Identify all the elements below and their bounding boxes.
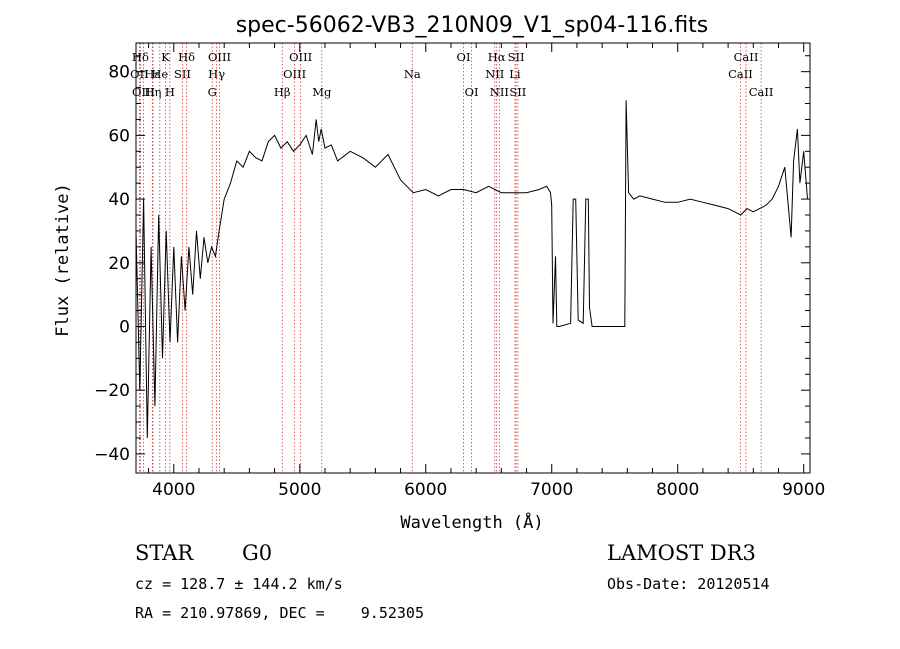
x-axis-label: Wavelength (Å) bbox=[400, 511, 543, 533]
line-id-label: CaII bbox=[734, 50, 759, 64]
y-axis: −40 −20 0 20 40 60 80 bbox=[94, 55, 810, 465]
line-id-label: SII bbox=[174, 67, 191, 81]
line-id-label: Hβ bbox=[274, 85, 291, 99]
line-id-label: Hε bbox=[144, 67, 160, 81]
y-tick-label: 0 bbox=[119, 317, 130, 337]
line-id-label: H bbox=[165, 85, 175, 99]
redshift-cz: cz = 128.7 ± 144.2 km/s bbox=[135, 575, 343, 593]
line-id-label: Hδ bbox=[132, 50, 149, 64]
x-axis: 4000 5000 6000 7000 8000 9000 bbox=[148, 43, 825, 500]
line-id-label: NII bbox=[490, 85, 509, 99]
line-id-label: OI bbox=[457, 50, 471, 64]
line-id-label: OIII bbox=[289, 50, 312, 64]
line-id-label: G bbox=[208, 85, 217, 99]
y-tick-label: −40 bbox=[94, 445, 130, 465]
y-tick-label: 80 bbox=[108, 63, 130, 83]
x-tick-label: 7000 bbox=[530, 480, 573, 500]
line-id-label: Mg bbox=[312, 85, 332, 99]
line-id-label: K bbox=[161, 50, 170, 64]
y-axis-label: Flux (relative) bbox=[53, 183, 73, 337]
line-id-label: Hγ bbox=[208, 67, 225, 81]
line-id-label: SII bbox=[508, 50, 525, 64]
line-id-label: Na bbox=[404, 67, 421, 81]
x-tick-label: 4000 bbox=[152, 480, 195, 500]
line-id-label: CaII bbox=[749, 85, 774, 99]
line-id-label: NII bbox=[485, 67, 504, 81]
y-tick-label: 20 bbox=[108, 254, 130, 274]
object-class: STAR bbox=[135, 541, 194, 565]
line-id-label: OIII bbox=[132, 85, 155, 99]
y-tick-label: 40 bbox=[108, 190, 130, 210]
line-id-label: Hη bbox=[145, 85, 162, 99]
line-id-label: Hδ bbox=[178, 50, 195, 64]
x-tick-label: 9000 bbox=[782, 480, 825, 500]
line-id-label: OIII bbox=[283, 67, 306, 81]
line-id-label: CaII bbox=[728, 67, 753, 81]
y-tick-label: 60 bbox=[108, 126, 130, 146]
line-id-label: Li bbox=[509, 67, 521, 81]
line-id-label: OI bbox=[465, 85, 479, 99]
survey-name: LAMOST DR3 bbox=[607, 541, 756, 565]
obs-date: Obs-Date: 20120514 bbox=[607, 575, 770, 593]
line-id-label: He bbox=[151, 67, 168, 81]
object-subclass: G0 bbox=[242, 541, 273, 565]
line-id-label: SII bbox=[509, 85, 526, 99]
line-id-labels: Hδ OII OIII HεK He Hη SII H Hδ OIII Hγ G Hβ OIII OIII M… bbox=[130, 50, 773, 99]
ra-dec: RA = 210.97869, DEC = 9.52305 bbox=[135, 604, 424, 622]
plot-frame bbox=[135, 42, 811, 474]
x-tick-label: 5000 bbox=[278, 480, 321, 500]
chart-title: spec-56062-VB3_210N09_V1_sp04-116.fits bbox=[236, 13, 709, 38]
x-tick-label: 8000 bbox=[656, 480, 699, 500]
line-id-label: Hα bbox=[488, 50, 506, 64]
spectrum-line bbox=[135, 100, 808, 439]
line-id-label: OII bbox=[130, 67, 149, 81]
line-id-label: OIII bbox=[208, 50, 231, 64]
line-id-markers bbox=[139, 43, 762, 473]
x-tick-label: 6000 bbox=[404, 480, 447, 500]
y-tick-label: −20 bbox=[94, 381, 130, 401]
